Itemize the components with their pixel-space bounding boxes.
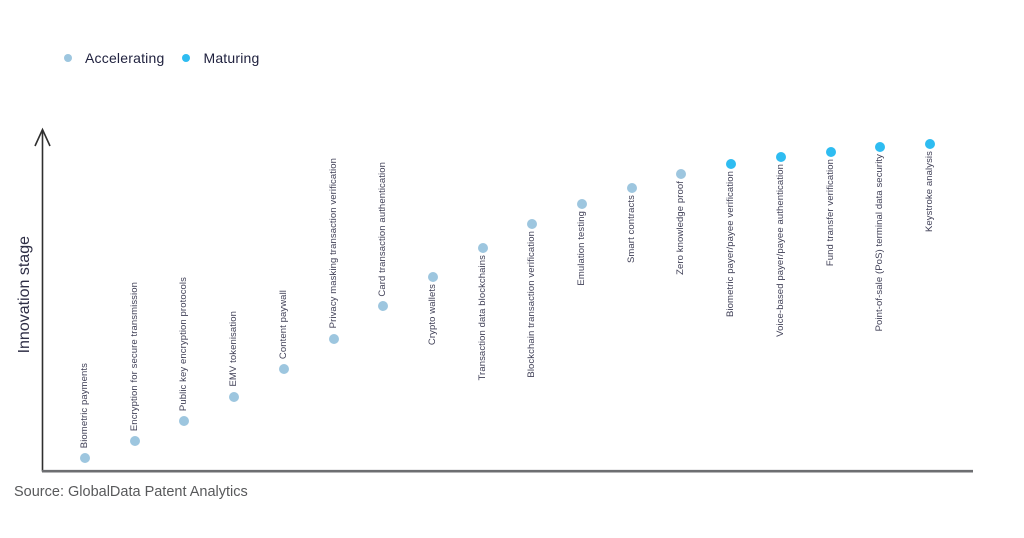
- point-label: Privacy masking transaction verification: [327, 158, 339, 329]
- data-point: [577, 198, 587, 209]
- point-label: Public key encryption protocols: [178, 276, 190, 411]
- data-point: [427, 272, 438, 283]
- data-point: [726, 159, 737, 170]
- point-label: Voice-based payer/payee authentication: [774, 164, 786, 338]
- data-point: [924, 138, 935, 149]
- data-point: [378, 301, 389, 312]
- point-label: Encryption for secure transmission: [128, 282, 140, 432]
- data-point: [179, 415, 190, 426]
- legend-label-maturing: Maturing: [203, 50, 260, 66]
- point-label: Emulation testing: [576, 210, 587, 286]
- point-label: Blockchain transaction verification: [526, 231, 538, 378]
- point-label: Card transaction authentication: [377, 161, 389, 297]
- legend-label-accelerating: Accelerating: [85, 50, 165, 66]
- legend-item-accelerating: Accelerating: [64, 50, 164, 66]
- data-point: [775, 152, 786, 163]
- data-point: [328, 333, 339, 344]
- point-label: Biometric payments: [79, 363, 90, 449]
- source-note: Source: GlobalData Patent Analytics: [14, 484, 248, 500]
- data-point: [477, 242, 488, 253]
- point-label: Point-of-sale (PoS) terminal data securi…: [874, 154, 886, 332]
- point-label: Transaction data blockchains: [476, 254, 488, 381]
- data-point: [278, 364, 289, 375]
- legend-item-maturing: Maturing: [182, 50, 259, 66]
- point-label: Fund transfer verification: [824, 159, 836, 267]
- data-point: [129, 436, 140, 447]
- data-point: [676, 169, 687, 180]
- point-label: Zero knowledge proof: [675, 181, 687, 276]
- data-point: [875, 142, 886, 153]
- legend: Accelerating Maturing: [64, 50, 260, 66]
- data-point: [229, 391, 240, 402]
- accelerating-dot-icon: [64, 54, 72, 62]
- point-label: Crypto wallets: [426, 284, 438, 346]
- data-point: [626, 183, 637, 194]
- maturing-dot-icon: [182, 54, 191, 62]
- y-axis-arrow-icon: [34, 127, 51, 147]
- data-point: [80, 453, 90, 464]
- data-point: [527, 219, 538, 230]
- point-label: Smart contracts: [625, 195, 637, 264]
- y-axis-title: Innovation stage: [16, 236, 33, 354]
- point-label: Keystroke analysis: [923, 150, 935, 232]
- point-label: Content paywall: [277, 290, 289, 360]
- data-point: [825, 147, 836, 158]
- point-label: EMV tokenisation: [228, 311, 240, 387]
- point-label: Biometric payer/payee verification: [725, 171, 737, 318]
